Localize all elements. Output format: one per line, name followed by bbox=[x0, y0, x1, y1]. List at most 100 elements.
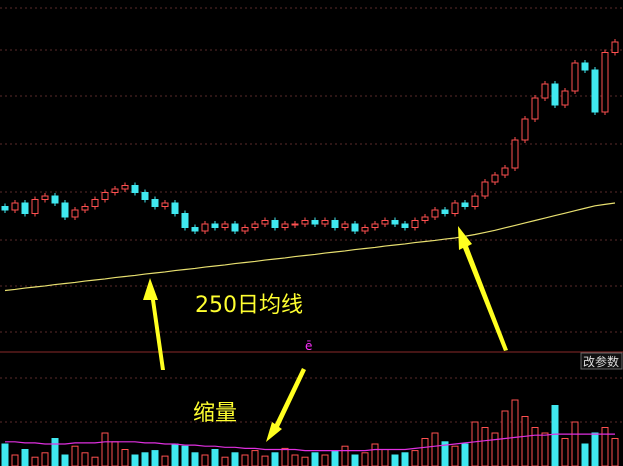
candle-body bbox=[91, 199, 99, 207]
candle-body bbox=[291, 223, 299, 226]
candle-body bbox=[71, 209, 79, 218]
volume-bar bbox=[1, 443, 9, 466]
candle-body bbox=[121, 185, 129, 190]
ma-annotation: 250日均线 bbox=[195, 293, 303, 318]
candle-body bbox=[491, 174, 499, 183]
candle-body bbox=[151, 199, 159, 207]
candle-body bbox=[511, 139, 519, 169]
candle-body bbox=[191, 227, 199, 232]
volume-bar bbox=[281, 447, 289, 466]
candle-body bbox=[231, 223, 239, 232]
volume-bar bbox=[531, 427, 539, 466]
volume-bar bbox=[261, 455, 269, 466]
candle-body bbox=[341, 223, 349, 228]
volume-bar bbox=[311, 452, 319, 466]
volume-bar bbox=[341, 445, 349, 466]
candle-body bbox=[31, 199, 39, 214]
candle-body bbox=[531, 97, 539, 120]
volume-bar bbox=[471, 421, 479, 466]
volume-bar bbox=[521, 416, 529, 466]
candle-body bbox=[161, 202, 169, 207]
volume-bar bbox=[91, 456, 99, 466]
candle-body bbox=[331, 220, 339, 228]
candle-body bbox=[181, 213, 189, 228]
volume-bar bbox=[191, 452, 199, 466]
volume-bar bbox=[481, 427, 489, 466]
candle-body bbox=[591, 69, 599, 113]
candle-body bbox=[391, 220, 399, 225]
candle-body bbox=[401, 223, 409, 228]
candle-body bbox=[251, 223, 259, 228]
volume-bar bbox=[41, 452, 49, 466]
button[interactable] bbox=[580, 352, 623, 370]
button-label[interactable]: 改参数 bbox=[583, 354, 619, 369]
volume-bar bbox=[171, 443, 179, 466]
candle-body bbox=[51, 195, 59, 204]
volume-bar bbox=[21, 449, 29, 466]
volume-bar bbox=[211, 449, 219, 466]
volume-bar bbox=[251, 450, 259, 466]
candle-body bbox=[471, 195, 479, 207]
volume-bar bbox=[381, 449, 389, 466]
candle-body bbox=[81, 206, 89, 211]
candle-body bbox=[581, 62, 589, 71]
volume-bar bbox=[181, 445, 189, 466]
candle-body bbox=[261, 220, 269, 225]
volume-bar bbox=[321, 454, 329, 466]
volume-bar bbox=[111, 441, 119, 466]
moving-average bbox=[5, 433, 615, 452]
volume-bar bbox=[461, 443, 469, 466]
volume-bar bbox=[31, 456, 39, 466]
volume-bar bbox=[371, 443, 379, 466]
volume-bar bbox=[391, 454, 399, 466]
volume-bar bbox=[551, 405, 559, 466]
candle-body bbox=[141, 192, 149, 200]
volume-bar bbox=[241, 454, 249, 466]
candle-body bbox=[41, 195, 49, 200]
arrow bbox=[266, 368, 306, 442]
volume-bar bbox=[131, 454, 139, 466]
candle-body bbox=[611, 41, 619, 53]
candle-body bbox=[301, 220, 309, 225]
candle-body bbox=[551, 83, 559, 106]
volume-bar bbox=[451, 445, 459, 466]
volume-bar bbox=[561, 438, 569, 466]
candle-body bbox=[571, 62, 579, 92]
volume-bar bbox=[291, 454, 299, 466]
candle-body bbox=[281, 223, 289, 228]
volume-bar bbox=[401, 452, 409, 466]
volume-bar bbox=[541, 432, 549, 466]
volume-bar bbox=[351, 454, 359, 466]
candle-body bbox=[321, 220, 329, 225]
candle-body bbox=[1, 206, 9, 211]
candle-body bbox=[61, 202, 69, 218]
volume-bar bbox=[101, 432, 109, 466]
candle-body bbox=[481, 181, 489, 197]
candle-body bbox=[451, 202, 459, 214]
volume-bar bbox=[151, 450, 159, 466]
candle-body bbox=[21, 202, 29, 214]
candle-body bbox=[211, 223, 219, 228]
candle-body bbox=[11, 202, 19, 211]
volume-bar bbox=[581, 443, 589, 466]
candle-body bbox=[371, 223, 379, 228]
candle-body bbox=[351, 223, 359, 232]
candle-body bbox=[601, 52, 609, 113]
volume-bar bbox=[11, 454, 19, 466]
volume-bar bbox=[421, 438, 429, 466]
candle-body bbox=[441, 209, 449, 214]
volume-bar bbox=[331, 450, 339, 466]
volume-bar bbox=[611, 438, 619, 466]
volume-bar bbox=[301, 456, 309, 466]
candle-body bbox=[501, 167, 509, 176]
candle-body bbox=[421, 216, 429, 221]
candle-body bbox=[431, 209, 439, 218]
candle-body bbox=[221, 223, 229, 228]
volume-bar bbox=[161, 455, 169, 466]
candle-body bbox=[101, 192, 109, 200]
volume-bar bbox=[361, 452, 369, 466]
candle-body bbox=[381, 220, 389, 225]
candle-body bbox=[521, 118, 529, 141]
candle-body bbox=[541, 83, 549, 99]
